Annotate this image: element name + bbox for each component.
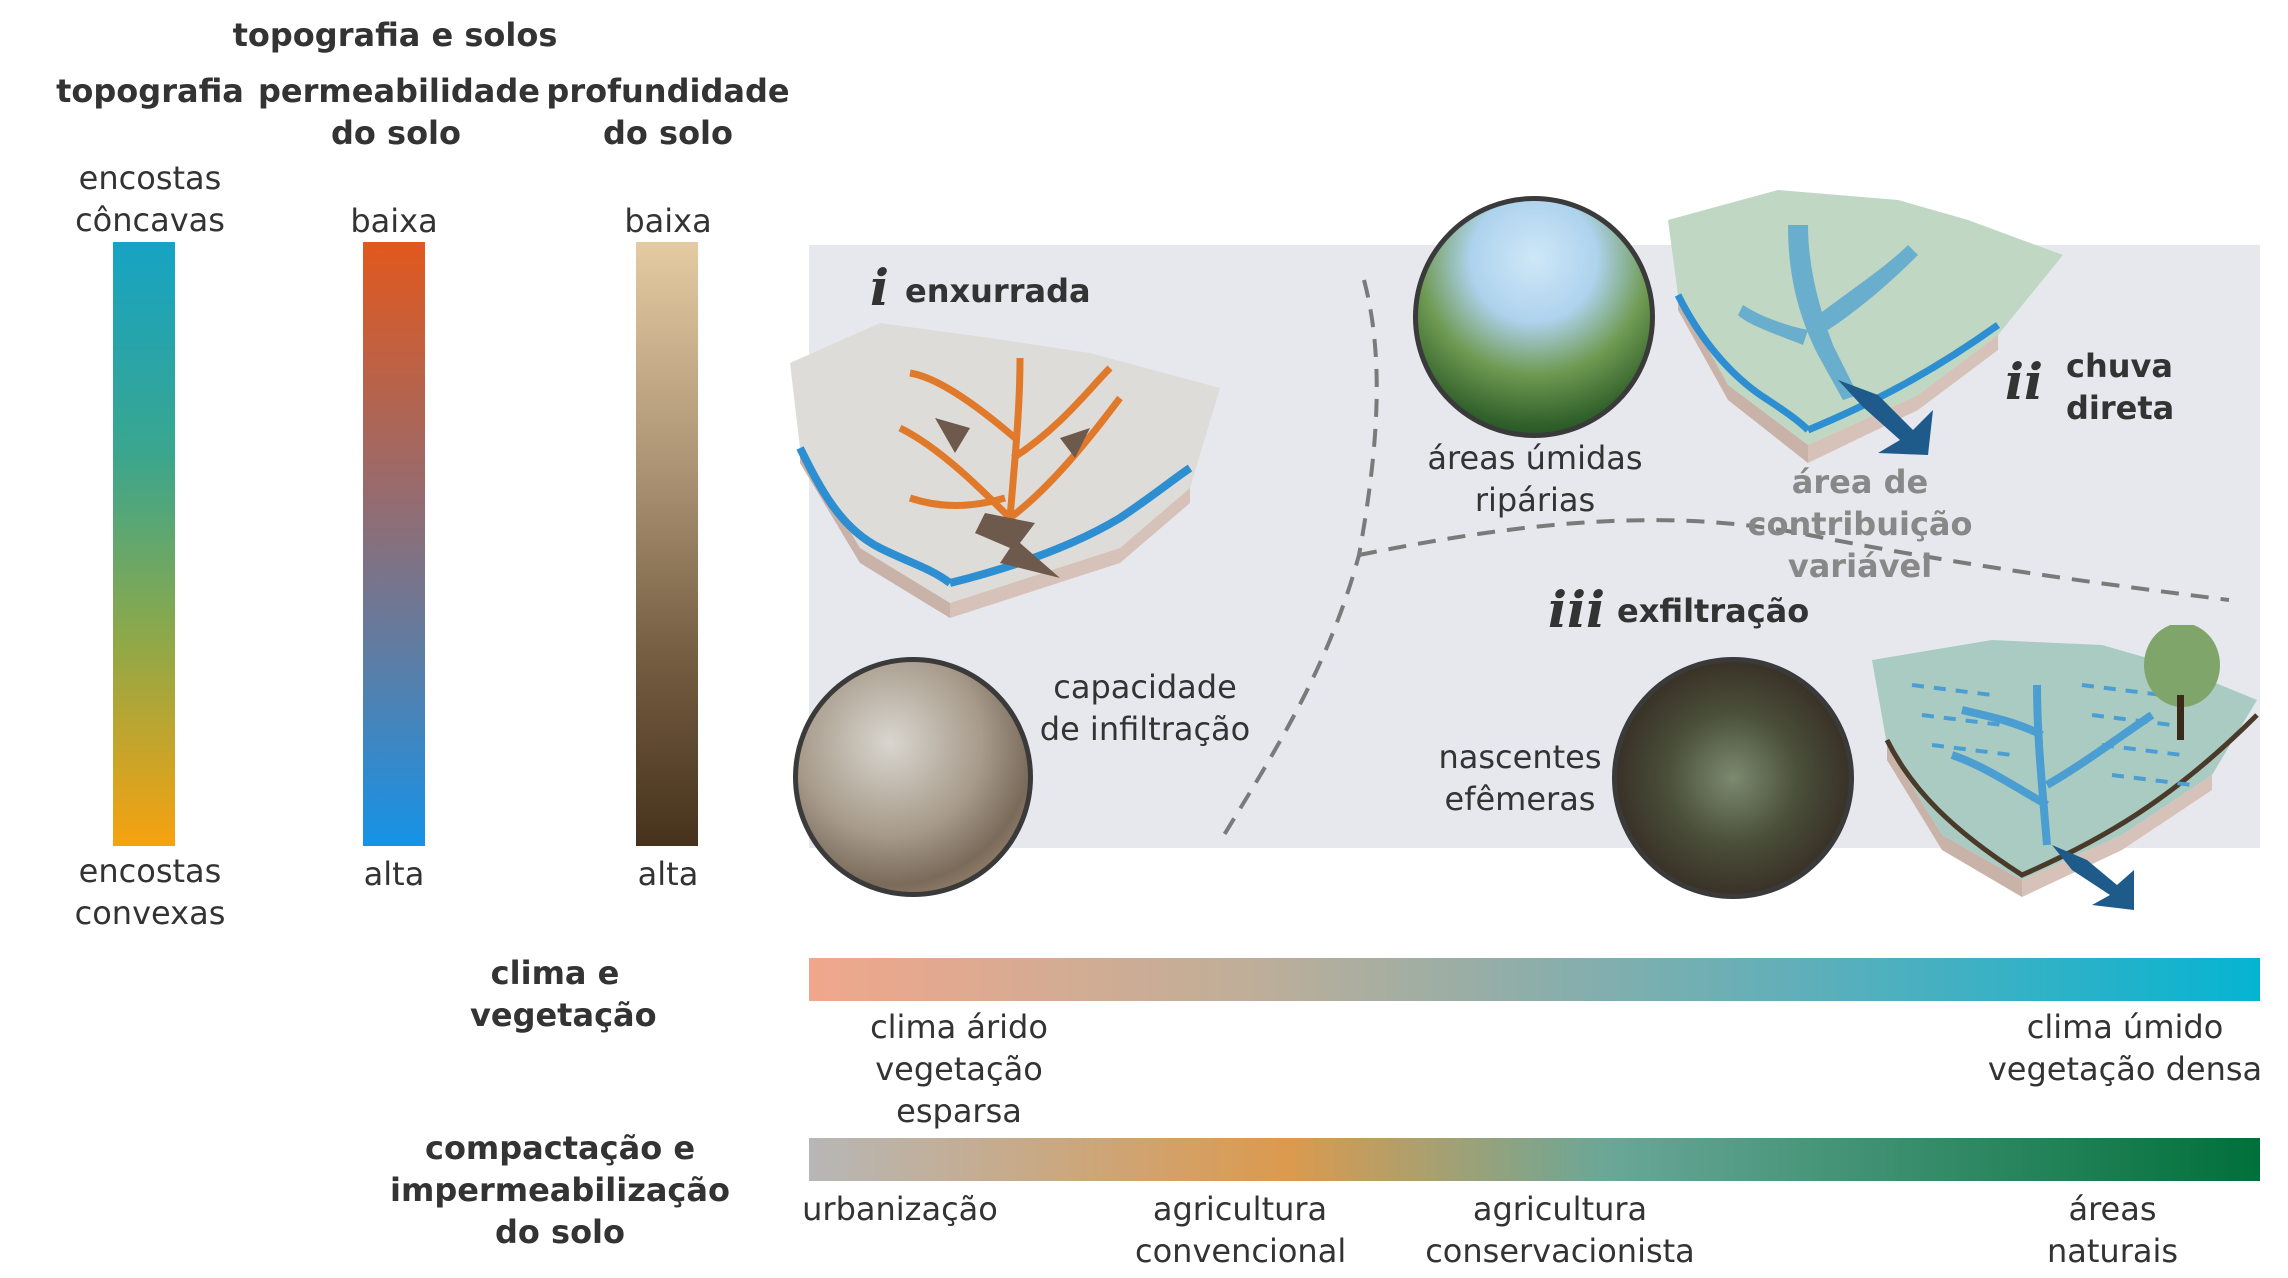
- infiltration-photo: [793, 657, 1033, 897]
- group-title: topografia e solos: [232, 16, 558, 54]
- climate-left-label: clima árido vegetação esparsa: [870, 1008, 1048, 1130]
- compaction-title: compactação e impermeabilização do solo: [390, 1129, 730, 1251]
- compaction-label-natural: áreas naturais: [2046, 1190, 2179, 1270]
- compaction-label-conservation: agricultura conservacionista: [1425, 1190, 1695, 1270]
- climate-title: clima e vegetação: [470, 954, 657, 1034]
- exfiltration-numeral: iii: [1548, 580, 1605, 639]
- riparian-caption: áreas úmidas ripárias: [1427, 439, 1643, 519]
- depth-bottom-label: alta: [637, 855, 699, 893]
- process-separators: [1222, 279, 2230, 837]
- direct-rain-caption: área de contribuição variável: [1747, 463, 1973, 585]
- permeability-header: permeabilidade do solo: [258, 72, 540, 152]
- climate-gradient-bar: [809, 958, 2260, 1001]
- permeability-bottom-label: alta: [363, 855, 425, 893]
- runoff-title: enxurrada: [905, 272, 1091, 310]
- direct-rain-numeral: ii: [2005, 352, 2043, 411]
- compaction-label-urbanization: urbanização: [802, 1190, 998, 1228]
- permeability-top-label: baixa: [350, 202, 438, 240]
- direct-rain-title: chuva direta: [2066, 347, 2175, 427]
- topography-top-label: encostas côncavas: [75, 159, 225, 239]
- runoff-caption: capacidade de infiltração: [1039, 668, 1251, 748]
- direct-rain-landscape-block: [1668, 190, 2063, 463]
- riparian-photo: [1413, 196, 1655, 438]
- topography-header: topografia: [56, 72, 244, 110]
- compaction-gradient-bar: [809, 1138, 2260, 1181]
- runoff-landscape-block: [790, 323, 1220, 618]
- topography-gradient-bar: [113, 242, 175, 846]
- runoff-numeral: i: [870, 258, 889, 317]
- depth-header: profundidade do solo: [546, 72, 790, 152]
- exfiltration-landscape-block: [1872, 625, 2259, 910]
- climate-right-label: clima úmido vegetação densa: [1987, 1008, 2263, 1088]
- springs-photo: [1612, 657, 1854, 899]
- depth-top-label: baixa: [624, 202, 712, 240]
- exfiltration-caption: nascentes efêmeras: [1438, 738, 1602, 818]
- compaction-label-conventional: agricultura convencional: [1135, 1190, 1347, 1270]
- depth-gradient-bar: [636, 242, 698, 846]
- topography-bottom-label: encostas convexas: [74, 852, 226, 932]
- exfiltration-title: exfiltração: [1617, 592, 1810, 630]
- permeability-gradient-bar: [363, 242, 425, 846]
